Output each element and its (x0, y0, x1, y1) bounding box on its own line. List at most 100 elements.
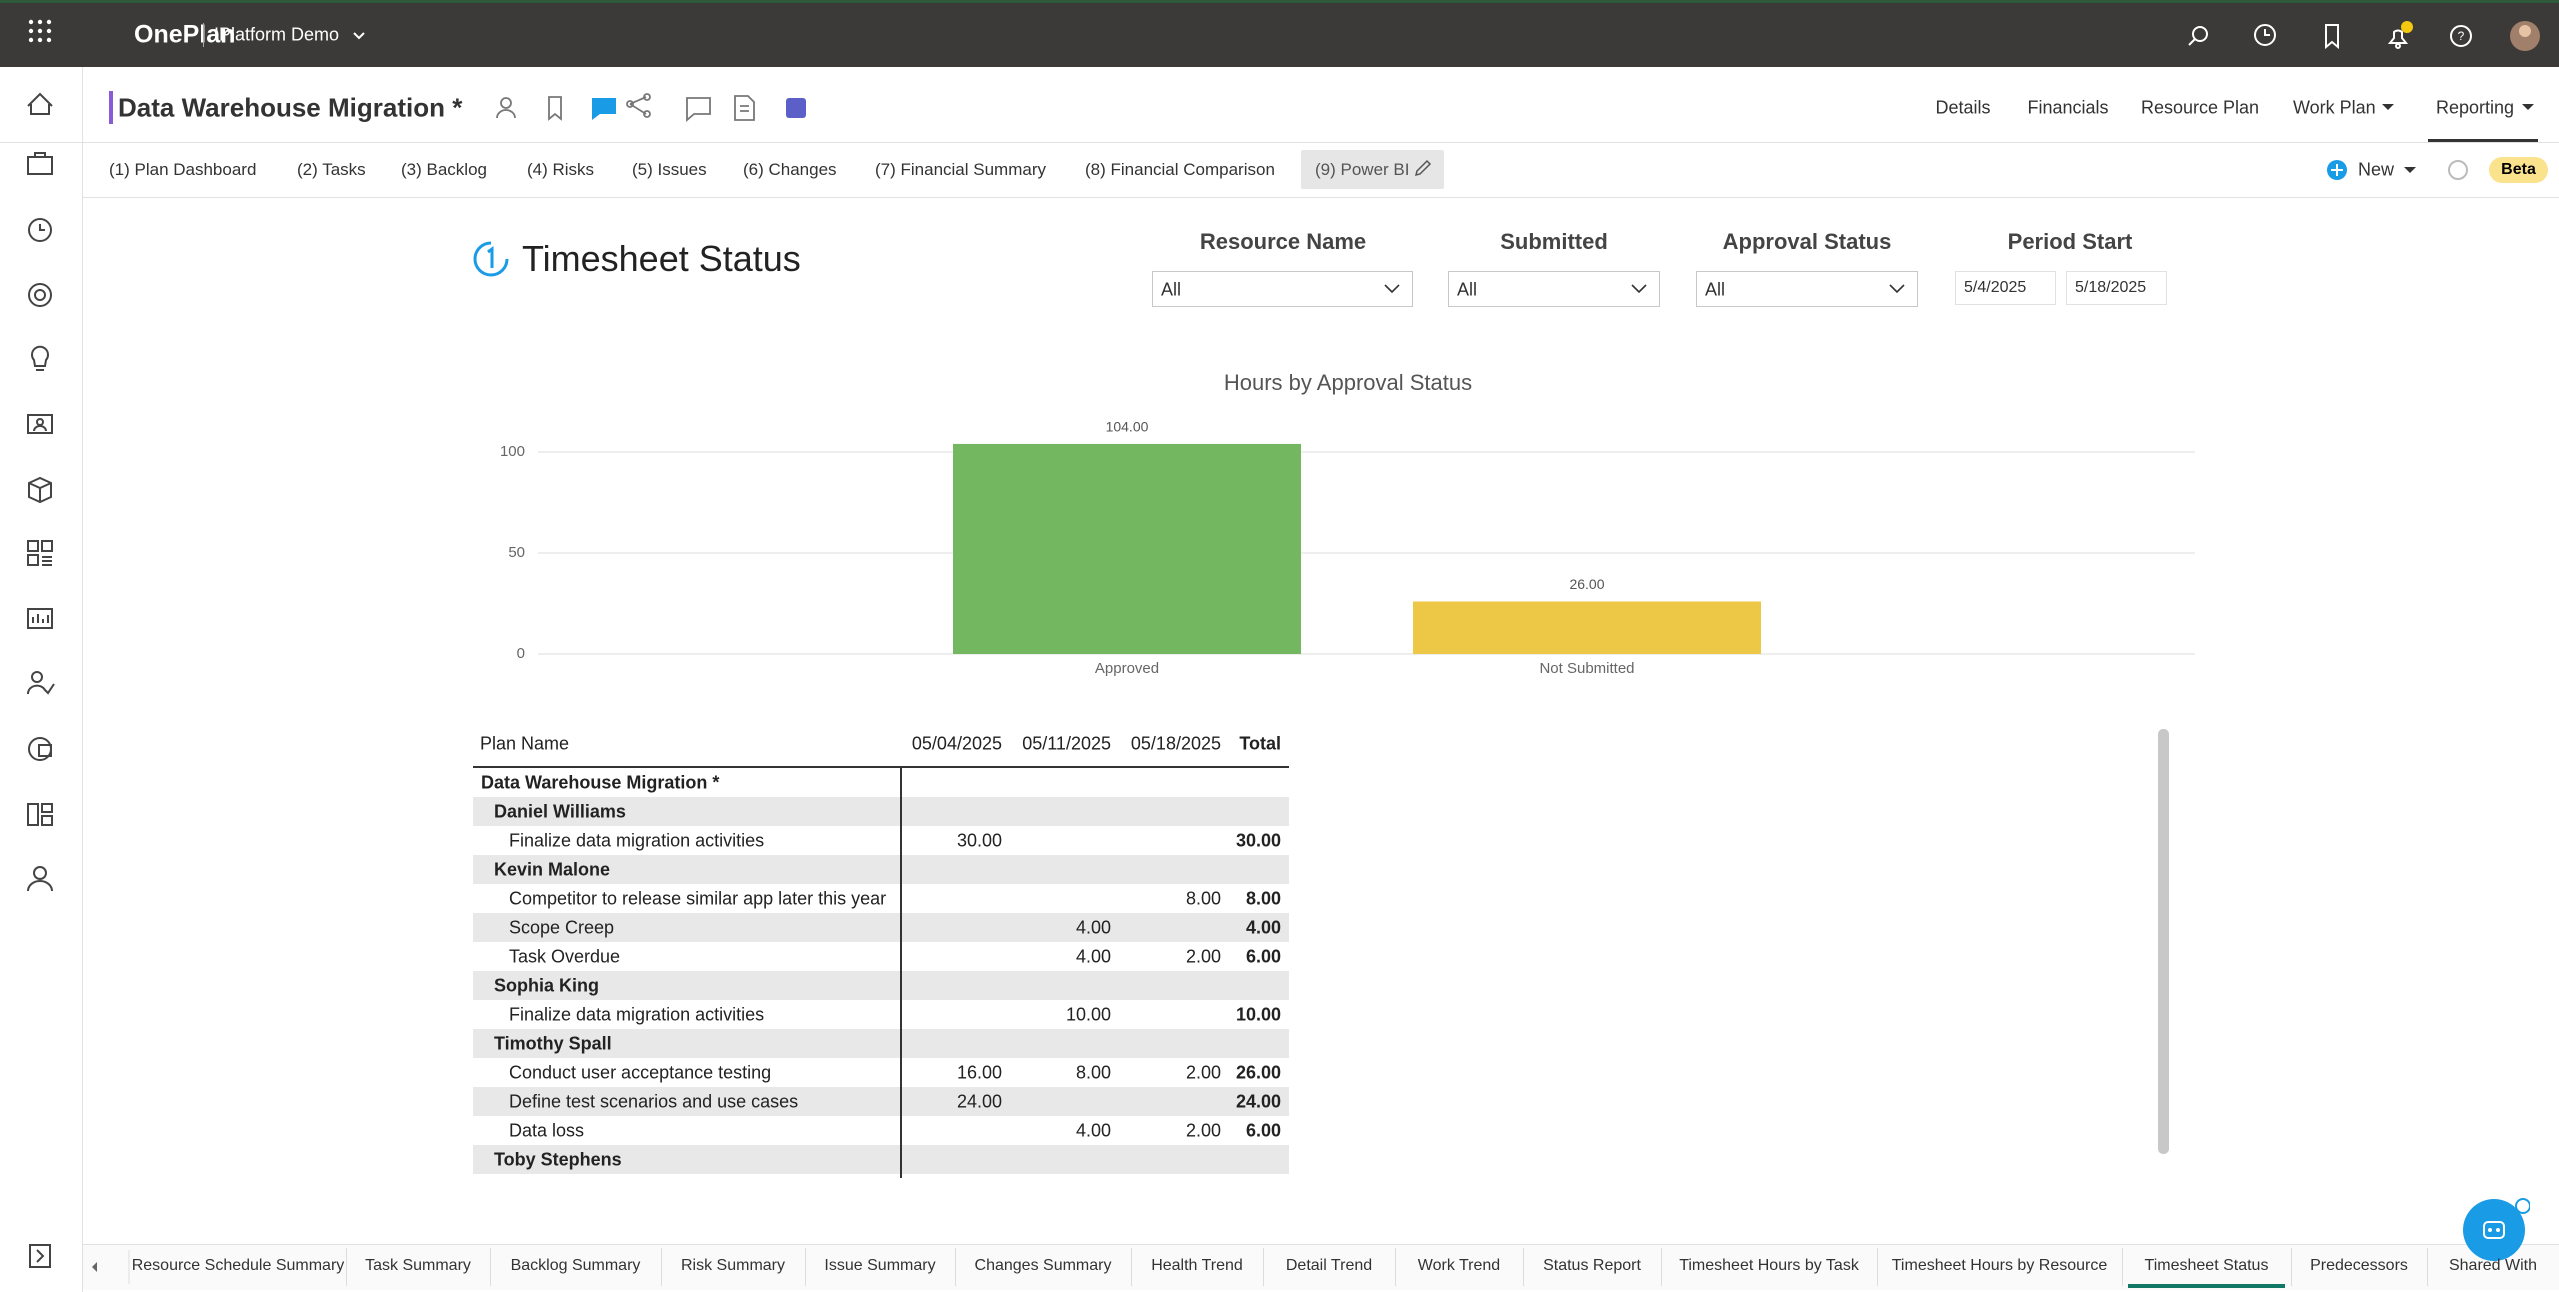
row-total: 26.00 (1235, 1062, 1281, 1082)
nav-link[interactable]: Resource Plan (2140, 97, 2260, 118)
bottom-tab[interactable]: Health Trend (1151, 1257, 1243, 1274)
dropdown-caret[interactable] (1630, 283, 1648, 295)
bottom-tab[interactable]: Work Trend (1417, 1257, 1501, 1274)
person-name: Toby Stephens (494, 1149, 622, 1169)
tab-separator (2291, 1248, 2292, 1286)
bottom-tab[interactable]: Issue Summary (824, 1257, 936, 1274)
header-rule (473, 766, 1289, 768)
cell-value: 16.00 (956, 1062, 1002, 1082)
date-value[interactable]: 5/4/2025 (1964, 279, 2027, 296)
plan-tab[interactable]: (1) Plan Dashboard (109, 160, 257, 179)
bottom-tab-bar (83, 1244, 2559, 1290)
nav-link[interactable]: Reporting (2436, 97, 2515, 118)
row-band (473, 1145, 1289, 1174)
row-total: 8.00 (1245, 888, 1281, 908)
cell-value: 2.00 (1185, 946, 1221, 966)
nav-link[interactable]: Work Plan (2293, 97, 2376, 118)
plan-name: Data Warehouse Migration * (481, 772, 720, 792)
plan-tab[interactable]: (5) Issues (632, 160, 707, 179)
bottom-tab[interactable]: Risk Summary (680, 1257, 786, 1274)
scrollbar[interactable] (2158, 729, 2169, 1154)
sidebar (0, 67, 83, 1292)
bottom-tab[interactable]: Changes Summary (974, 1257, 1112, 1274)
bottom-tab[interactable]: Timesheet Status (2144, 1257, 2269, 1274)
nav-link[interactable]: Financials (2027, 97, 2109, 118)
filter-value[interactable]: All (1705, 279, 1726, 300)
bottom-tab[interactable]: Resource Schedule Summary (131, 1257, 345, 1274)
sidebar-icons[interactable] (0, 67, 82, 1292)
cell-value: 2.00 (1185, 1120, 1221, 1140)
bottom-tab[interactable]: Task Summary (365, 1257, 471, 1274)
row-band (473, 797, 1289, 826)
project-icons[interactable] (490, 92, 820, 124)
new-label[interactable]: New (2358, 159, 2395, 180)
cell-value: 8.00 (1075, 1062, 1111, 1082)
filter-dropdown[interactable] (1448, 271, 1660, 307)
y-tick-label: 50 (508, 544, 525, 561)
task-name: Define test scenarios and use cases (509, 1091, 799, 1111)
data-label: 26.00 (1569, 576, 1604, 592)
row-band (473, 971, 1289, 1000)
workspace[interactable]: !Platform Demo (214, 24, 340, 45)
filter-value[interactable]: All (1457, 279, 1478, 300)
plan-tab[interactable]: (4) Risks (527, 160, 595, 179)
project-title: Data Warehouse Migration * (118, 92, 463, 123)
nav-caret[interactable] (2521, 103, 2535, 113)
x-tick-label: Approved (1095, 660, 1159, 677)
bottom-tab[interactable]: Timesheet Hours by Task (1679, 1257, 1859, 1274)
cell-value: 4.00 (1075, 946, 1111, 966)
bottom-tab[interactable]: Predecessors (2310, 1257, 2408, 1274)
cell-value: 30.00 (956, 830, 1002, 850)
report-title: Timesheet Status (522, 238, 801, 279)
workspace-caret[interactable] (352, 31, 366, 41)
plan-tab[interactable]: (8) Financial Comparison (1085, 160, 1275, 179)
nav-caret[interactable] (2381, 103, 2395, 113)
active-tab-bg (1301, 150, 1444, 189)
plan-tab[interactable]: (7) Financial Summary (875, 160, 1046, 179)
filter-label: Approval Status (1722, 229, 1892, 254)
task-name: Data loss (509, 1120, 585, 1140)
bottom-tab[interactable]: Shared With (2448, 1257, 2538, 1274)
filter-value[interactable]: All (1161, 279, 1182, 300)
bottom-tab[interactable]: Status Report (1543, 1257, 1641, 1274)
cell-value: 4.00 (1075, 917, 1111, 937)
report-logo (473, 241, 509, 277)
dropdown-caret[interactable] (1383, 283, 1401, 295)
tab-separator (1661, 1248, 1662, 1286)
tab-scroll-left[interactable] (85, 1248, 130, 1286)
column-header: Plan Name (480, 733, 570, 754)
column-header: 05/18/2025 (1130, 733, 1221, 754)
edit-icon[interactable] (1413, 158, 1433, 178)
filter-dropdown[interactable] (1152, 271, 1413, 307)
plan-tab[interactable]: (3) Backlog (401, 160, 487, 179)
plan-tab[interactable]: (9) Power BI (1315, 160, 1410, 179)
y-tick-label: 100 (500, 443, 525, 460)
row-band (473, 855, 1289, 884)
bottom-tab[interactable]: Timesheet Hours by Resource (1891, 1257, 2108, 1274)
bottom-tab[interactable]: Detail Trend (1285, 1257, 1373, 1274)
plan-tab[interactable]: (2) Tasks (297, 160, 366, 179)
nav-link[interactable]: Details (1935, 97, 1991, 118)
top-bar: OnePlan !Platform Demo ? (0, 0, 2559, 67)
dropdown-caret[interactable] (1888, 283, 1906, 295)
row-total: 4.00 (1245, 917, 1281, 937)
bottom-tab[interactable]: Backlog Summary (510, 1257, 641, 1274)
tab-separator (2427, 1248, 2428, 1286)
app-launcher[interactable] (28, 19, 52, 43)
person-name: Sophia King (494, 975, 599, 995)
filter-dropdown[interactable] (1696, 271, 1918, 307)
date-value[interactable]: 5/18/2025 (2075, 279, 2147, 296)
bar (1413, 601, 1761, 654)
date-input[interactable] (2066, 271, 2167, 305)
tab-separator (490, 1248, 491, 1286)
new-button[interactable] (2322, 155, 2482, 187)
person-name: Daniel Williams (494, 801, 626, 821)
date-input[interactable] (1955, 271, 2056, 305)
row-total: 10.00 (1235, 1004, 1281, 1024)
row-total: 24.00 (1235, 1091, 1281, 1111)
task-name: Competitor to release similar app later … (509, 888, 887, 908)
assistant-button[interactable] (2460, 1196, 2530, 1266)
plan-tab[interactable]: (6) Changes (743, 160, 837, 179)
tab-separator (346, 1248, 347, 1286)
svg-text:?: ? (2458, 29, 2465, 43)
